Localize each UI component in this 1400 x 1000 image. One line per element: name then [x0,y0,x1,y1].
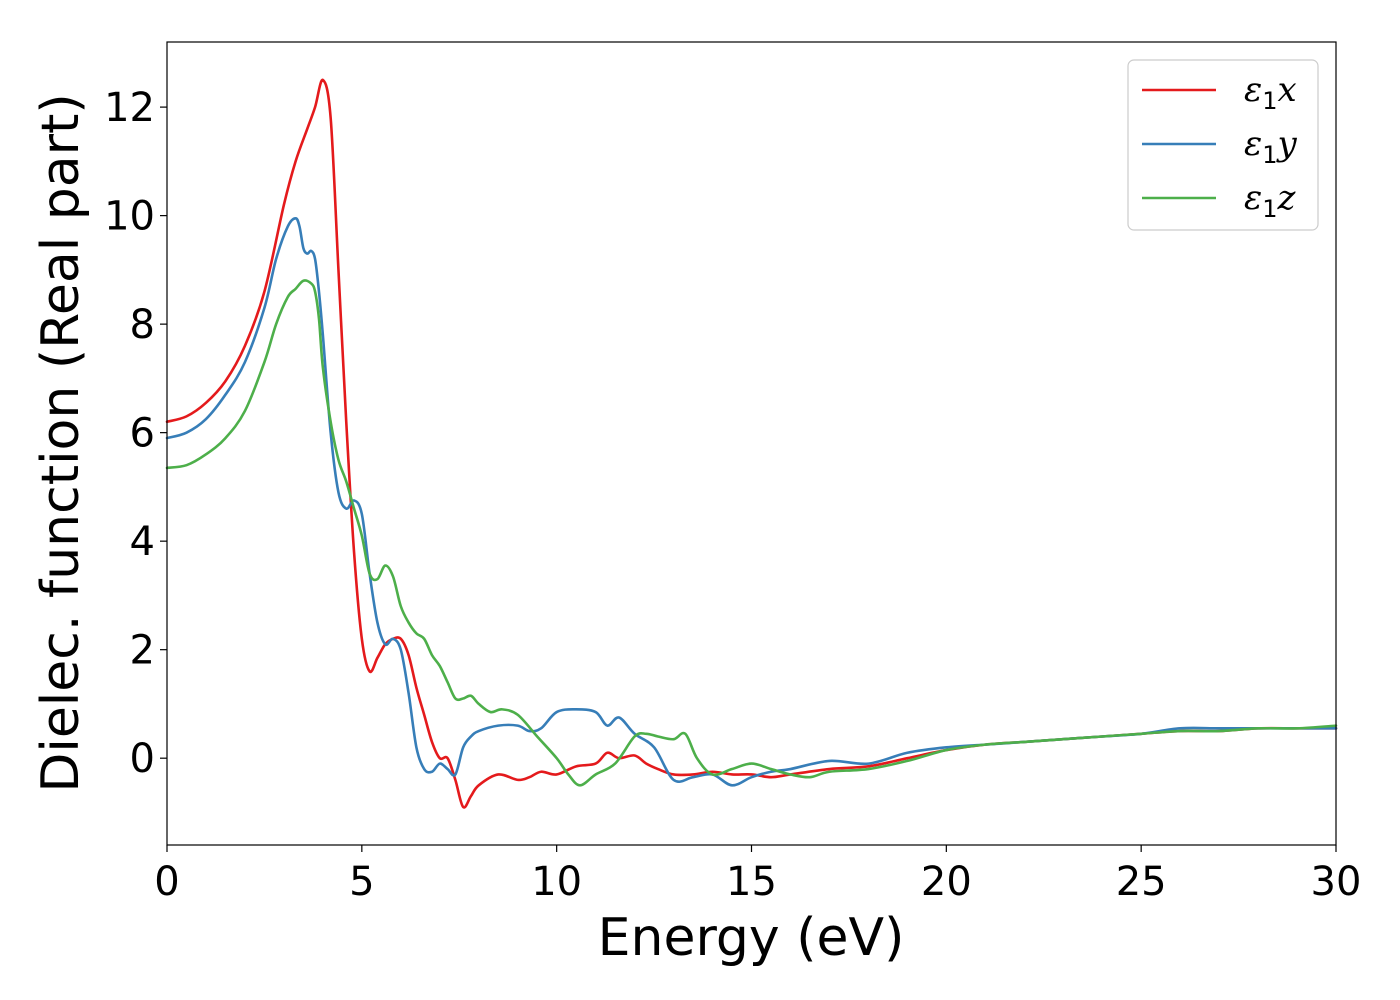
y-tick-label: 0 [130,736,155,782]
y-tick-label: 10 [104,194,155,240]
x-tick-label: 0 [154,859,179,905]
y-tick-label: 2 [130,628,155,674]
y-axis-title: Dielec. function (Real part) [31,93,91,792]
series-lines [165,78,1338,809]
series-line-z [165,279,1338,787]
legend-label-z: ε1z [1244,178,1297,223]
x-tick-label: 15 [726,859,777,905]
series-line-y [165,217,1338,787]
series-line-x [165,78,1338,809]
x-tick-label: 5 [349,859,374,905]
legend-label-x: ε1x [1244,70,1297,115]
y-axis: 0 2 4 6 8 10 12 [104,85,167,782]
y-tick-label: 6 [130,411,155,457]
x-axis-title: Energy (eV) [598,908,905,968]
x-axis: 0 5 10 15 20 25 30 [154,845,1361,905]
y-tick-label: 12 [104,85,155,131]
x-tick-label: 25 [1116,859,1167,905]
y-tick-label: 8 [130,302,155,348]
x-tick-label: 10 [531,859,582,905]
legend-label-y: ε1y [1244,124,1298,169]
legend-frame [1127,59,1319,231]
legend: ε1x ε1y ε1z [1127,59,1319,231]
x-tick-label: 20 [921,859,972,905]
x-tick-label: 30 [1311,859,1362,905]
y-tick-label: 4 [130,519,155,565]
